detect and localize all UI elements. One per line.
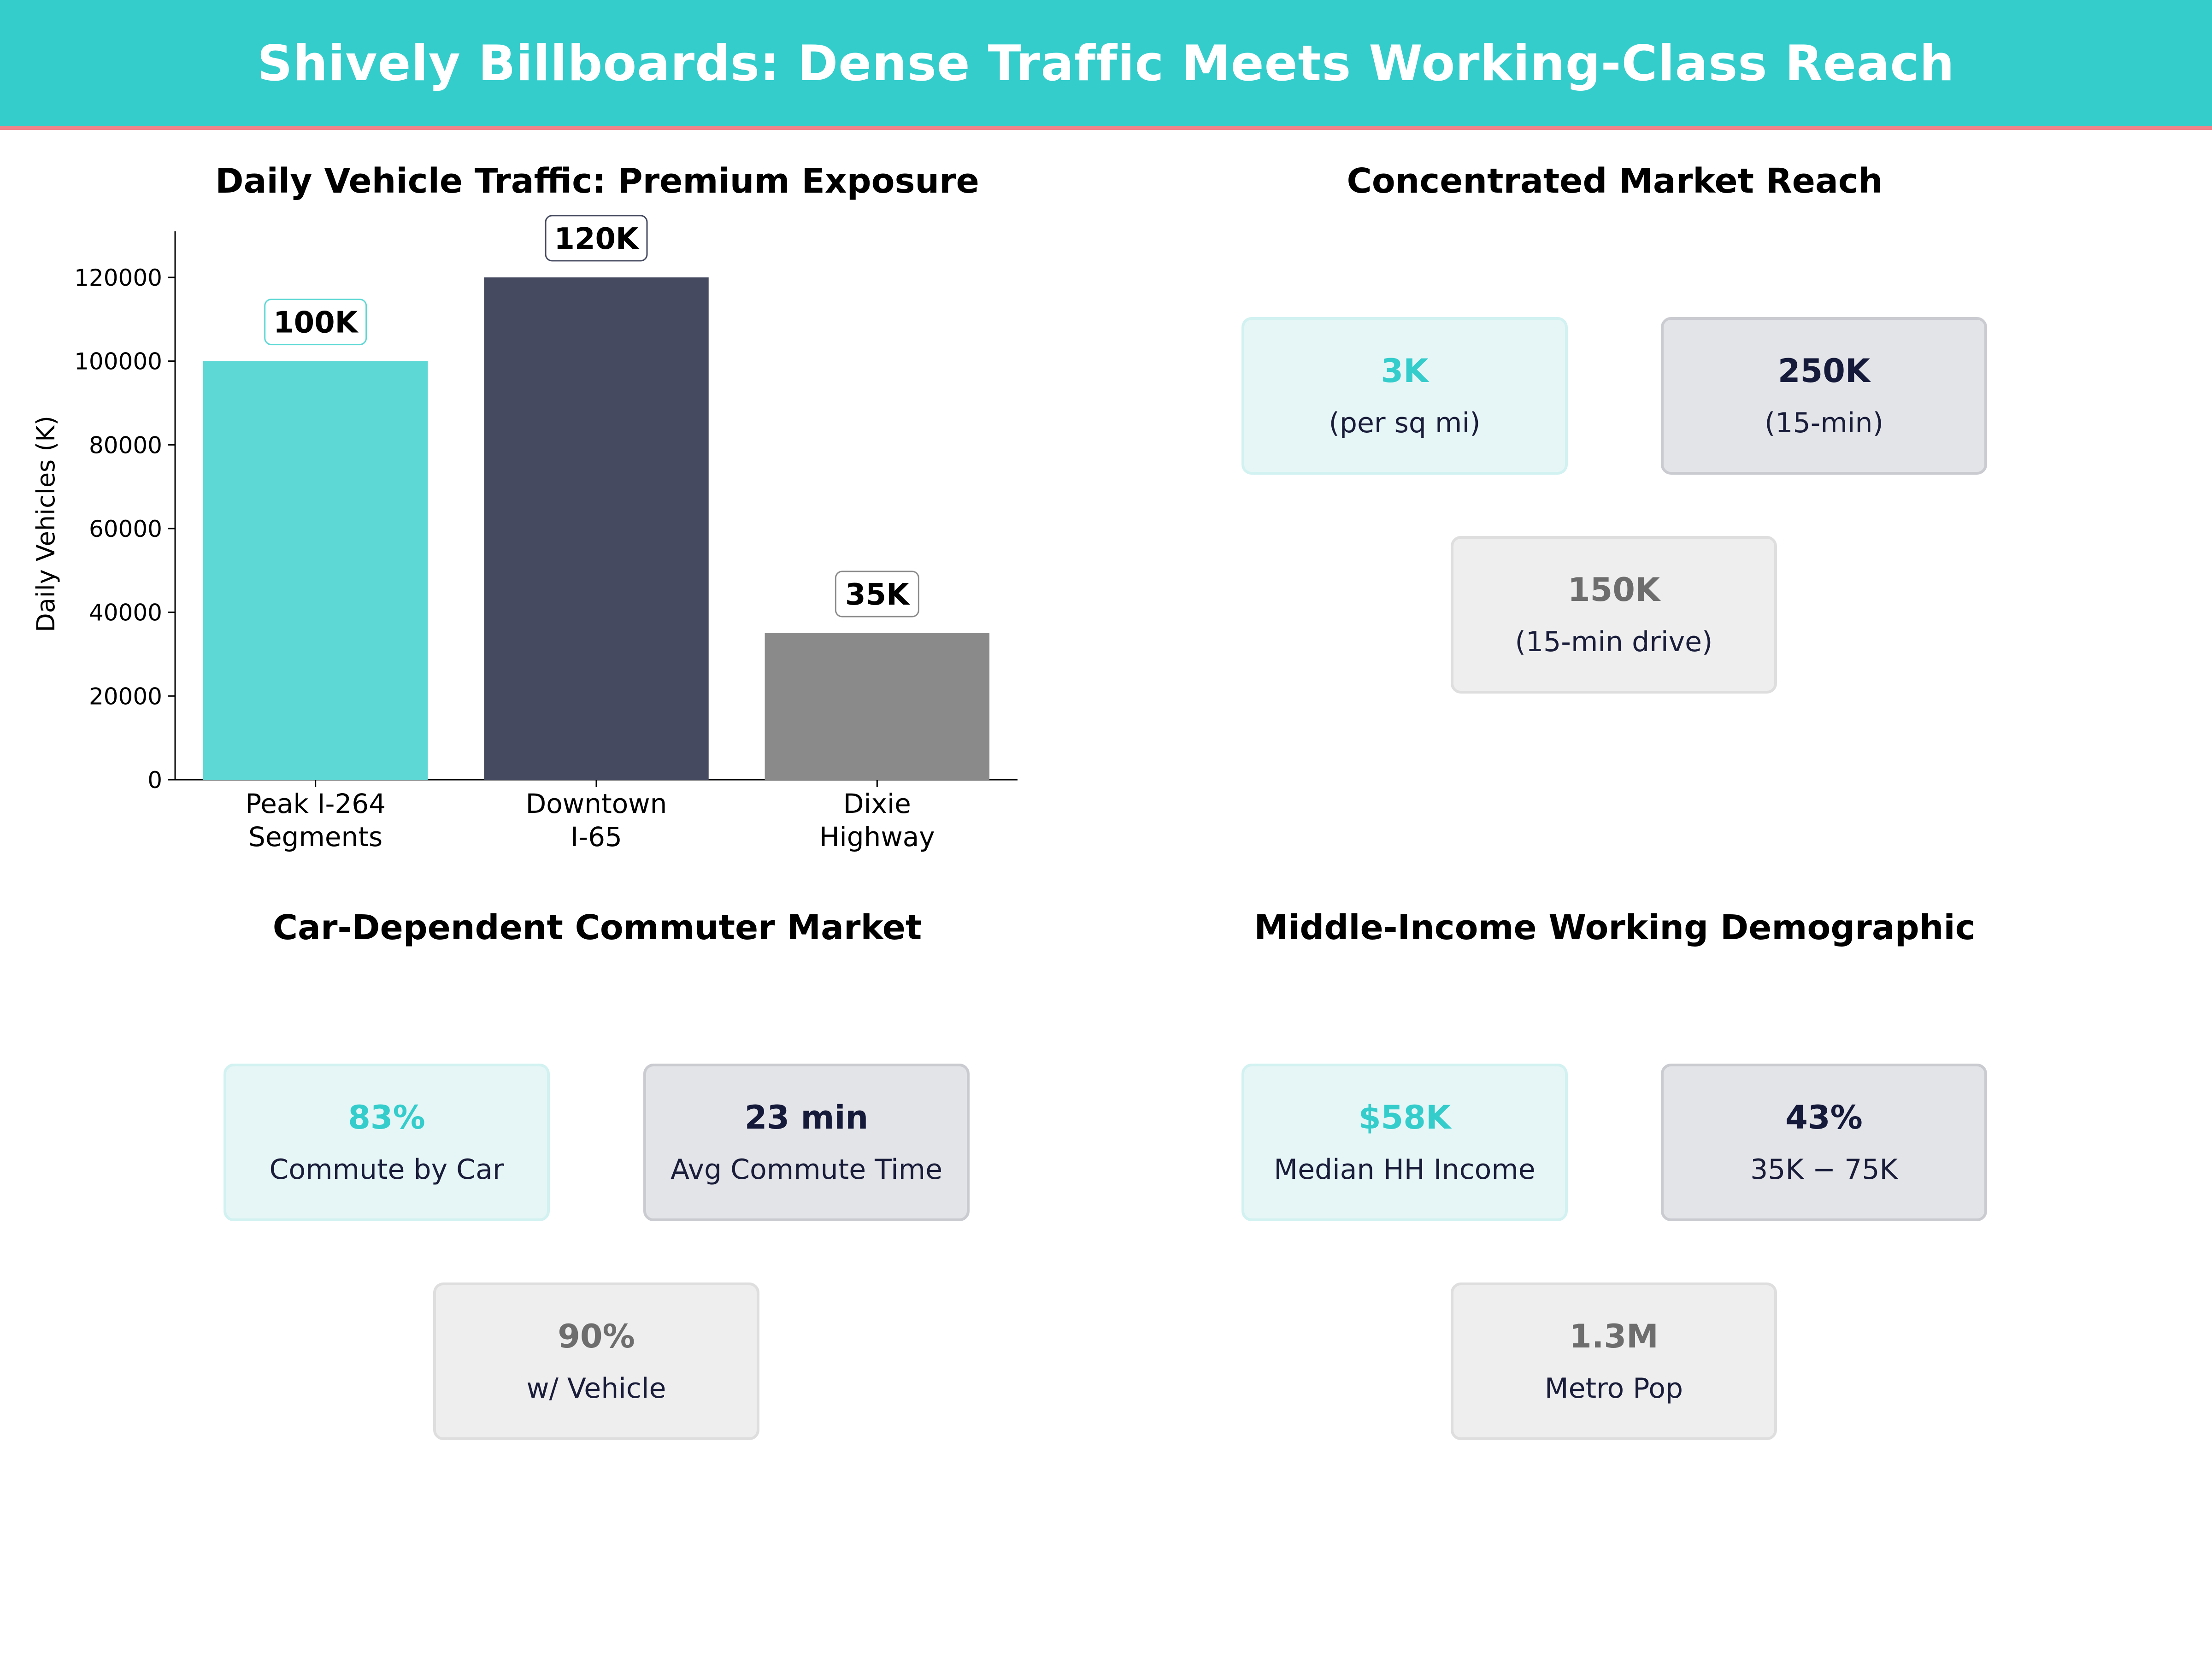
drive-reach-value: 150K bbox=[1567, 571, 1660, 609]
avg-commute-label: Avg Commute Time bbox=[670, 1153, 943, 1186]
data-label-1: 120K bbox=[554, 222, 640, 256]
avg-commute-card: 23 min Avg Commute Time bbox=[643, 1064, 970, 1221]
header-banner: Shively Billboards: Dense Traffic Meets … bbox=[0, 0, 2212, 130]
avg-commute-value: 23 min bbox=[744, 1099, 869, 1136]
density-card: 3K (per sq mi) bbox=[1241, 317, 1568, 475]
traffic-chart-title: Daily Vehicle Traffic: Premium Exposure bbox=[215, 161, 979, 201]
data-label-box-2 bbox=[835, 571, 919, 618]
median-income-label: Median HH Income bbox=[1274, 1153, 1535, 1186]
density-label: (per sq mi) bbox=[1329, 407, 1481, 439]
data-label-box-1 bbox=[545, 215, 648, 262]
bar-1 bbox=[484, 277, 709, 780]
commute-by-car-value: 83% bbox=[348, 1099, 425, 1136]
data-label-box-0 bbox=[264, 299, 367, 346]
vehicle-ownership-value: 90% bbox=[558, 1318, 635, 1355]
vehicle-ownership-label: w/ Vehicle bbox=[526, 1372, 666, 1405]
y-tick-label-6: 120000 bbox=[74, 265, 162, 291]
bar-0 bbox=[203, 361, 428, 780]
metro-pop-label: Metro Pop bbox=[1544, 1372, 1683, 1405]
commuter-panel-title: Car-Dependent Commuter Market bbox=[272, 908, 922, 947]
income-bracket-value: 43% bbox=[1785, 1099, 1863, 1136]
income-bracket-label: 35K − 75K bbox=[1750, 1153, 1898, 1186]
bar-2 bbox=[765, 633, 990, 780]
commute-by-car-card: 83% Commute by Car bbox=[224, 1064, 550, 1221]
vehicle-ownership-card: 90% w/ Vehicle bbox=[433, 1282, 759, 1440]
data-label-2: 35K bbox=[845, 578, 910, 612]
x-tick-label-2: Dixie Highway bbox=[819, 788, 935, 853]
data-label-0: 100K bbox=[273, 306, 359, 340]
drive-reach-label: (15-min drive) bbox=[1515, 626, 1713, 658]
traffic-bar-chart: 0 20000 40000 60000 80000 100000 120000 Daily V… bbox=[31, 215, 1018, 853]
metro-pop-value: 1.3M bbox=[1569, 1318, 1659, 1355]
median-income-card: $58K Median HH Income bbox=[1241, 1064, 1568, 1221]
y-tick-label-1: 20000 bbox=[89, 683, 162, 710]
reach-15min-label: (15-min) bbox=[1765, 407, 1883, 439]
density-value: 3K bbox=[1381, 352, 1429, 390]
y-tick-label-4: 80000 bbox=[89, 432, 162, 459]
reach-panel-title: Concentrated Market Reach bbox=[1347, 161, 1883, 201]
metro-pop-card: 1.3M Metro Pop bbox=[1451, 1282, 1777, 1440]
y-tick-label-0: 0 bbox=[147, 767, 162, 794]
reach-15min-card: 250K (15-min) bbox=[1661, 317, 1987, 475]
demographic-panel-title: Middle-Income Working Demographic bbox=[1254, 908, 1976, 947]
reach-15min-value: 250K bbox=[1777, 352, 1871, 390]
x-tick-label-1: Downtown I-65 bbox=[526, 788, 667, 853]
x-tick-label-0: Peak I-264 Segments bbox=[245, 788, 386, 853]
median-income-value: $58K bbox=[1358, 1099, 1451, 1136]
y-tick-label-5: 100000 bbox=[74, 348, 162, 375]
y-tick-label-3: 60000 bbox=[89, 516, 162, 542]
y-axis-label: Daily Vehicles (K) bbox=[31, 416, 60, 632]
y-tick-label-2: 40000 bbox=[89, 600, 162, 626]
income-bracket-card: 43% 35K − 75K bbox=[1661, 1064, 1987, 1221]
drive-reach-card: 150K (15-min drive) bbox=[1451, 536, 1777, 694]
page-title: Shively Billboards: Dense Traffic Meets … bbox=[257, 35, 1955, 92]
commute-by-car-label: Commute by Car bbox=[269, 1153, 504, 1186]
